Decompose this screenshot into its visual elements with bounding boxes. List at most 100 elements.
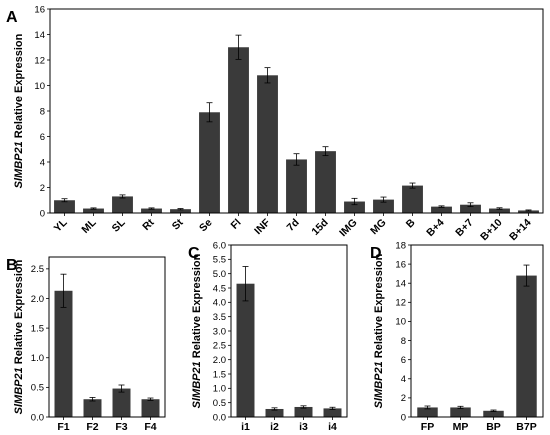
panel-A: A YL ML SL Rt St Se Fl INF 7d 15d IMG MG B B+4 B+7 B+10 B… [6, 4, 544, 244]
x-tick-label: IMG [337, 217, 360, 240]
y-tick-label: 8 [40, 106, 45, 117]
bar-Rt [141, 208, 162, 213]
y-tick-label: 4.5 [213, 283, 226, 294]
y-tick-label: 1.0 [213, 384, 226, 395]
x-tick-label: SL [110, 216, 128, 234]
y-axis-label-gene: SlMBP21 [191, 361, 203, 408]
y-tick-label: 6 [40, 132, 45, 143]
y-tick-label: 4.0 [213, 298, 226, 309]
x-tick-label: ML [79, 216, 99, 236]
y-tick-label: 10 [395, 317, 406, 328]
y-axis-label: SlMBP21 Relative Expression [13, 33, 25, 188]
error-bar-St [177, 208, 184, 211]
panel-C: Ci1 i2 i3 i4 0.0 0.5 1.0 1.5 2.0 2.5 3.0 3.5 4.0 4.5 5… [188, 240, 348, 433]
bar-ML [83, 208, 104, 213]
x-tick-label: B+10 [478, 217, 505, 244]
x-tick-label: INF [252, 216, 273, 237]
y-tick-label: 2.0 [31, 294, 44, 305]
y-tick-label: 5.5 [213, 255, 226, 266]
error-bar-BP [490, 409, 497, 412]
y-tick-label: 1.0 [31, 353, 44, 364]
panel-letter: A [6, 9, 18, 26]
x-tick-label: i2 [270, 421, 279, 433]
bar-F1 [54, 290, 73, 417]
error-bar-B+4 [438, 205, 445, 208]
bar-YL [54, 200, 75, 213]
error-bar-Se [206, 102, 213, 123]
y-tick-label: 0.5 [31, 383, 44, 394]
x-tick-label: i3 [299, 421, 308, 433]
x-tick-label: F2 [86, 421, 98, 433]
bar-7d [286, 159, 307, 213]
y-tick-label: 1.5 [31, 323, 44, 334]
error-bar-Fl [235, 34, 242, 60]
bar-i4 [323, 408, 342, 417]
x-tick-label: B [404, 216, 418, 230]
error-bar-F1 [60, 273, 67, 308]
y-tick-label: 2 [401, 393, 406, 404]
y-tick-label: 1.5 [213, 369, 226, 380]
y-axis-label: SlMBP21 Relative Expression [13, 259, 25, 414]
bar-Fl [228, 47, 249, 213]
error-bar-i3 [300, 405, 307, 409]
bar-MG [373, 199, 394, 213]
error-bar-YL [61, 198, 68, 203]
error-bar-15d [322, 146, 329, 157]
error-bar-MG [380, 196, 387, 203]
y-axis-label-rest: Relative Expression [373, 253, 385, 361]
bar-B7P [516, 275, 537, 417]
error-bar-F2 [89, 397, 96, 402]
error-bar-MP [457, 405, 464, 409]
y-tick-label: 18 [395, 240, 406, 251]
x-tick-label: BP [486, 421, 501, 433]
y-tick-label: 6 [401, 355, 406, 366]
y-axis-label-gene: SlMBP21 [13, 141, 25, 188]
bar-St [170, 209, 191, 213]
plot-frame [230, 244, 348, 418]
x-tick-label: B+7 [453, 217, 475, 239]
x-tick-label: Se [197, 217, 215, 235]
x-tick-label: 15d [309, 217, 330, 238]
x-tick-label: B7P [516, 421, 536, 433]
x-tick-label: MP [453, 421, 469, 433]
y-axis-label-rest: Relative Expression [13, 259, 25, 367]
error-bar-SL [119, 194, 126, 199]
y-tick-label: 12 [34, 55, 45, 66]
error-bar-ML [90, 207, 97, 210]
error-bar-FP [424, 405, 431, 410]
y-tick-label: 12 [395, 298, 406, 309]
error-bar-i1 [242, 266, 249, 302]
bar-MP [450, 407, 471, 417]
x-tick-label: St [170, 216, 186, 232]
x-tick-label: B+14 [507, 217, 534, 244]
y-tick-label: 14 [34, 30, 45, 41]
y-axis-label: SlMBP21 Relative Expression [373, 253, 385, 408]
bar-15d [315, 151, 336, 213]
x-tick-label: Rt [140, 216, 157, 233]
y-tick-label: 4 [40, 157, 45, 168]
error-bar-Rt [148, 207, 155, 210]
x-tick-label: F4 [144, 421, 156, 433]
error-bar-i4 [329, 406, 336, 410]
panel-letter: B [6, 257, 18, 274]
y-tick-label: 14 [395, 279, 406, 290]
y-tick-label: 5.0 [213, 269, 226, 280]
y-axis-label-gene: SlMBP21 [373, 361, 385, 408]
error-bar-F4 [147, 397, 154, 401]
bar-IMG [344, 201, 365, 213]
error-bar-IMG [351, 197, 358, 206]
bar-BP [483, 410, 504, 417]
bar-SL [112, 196, 133, 213]
plot-frame [48, 256, 166, 418]
y-tick-label: 2.5 [31, 264, 44, 275]
x-tick-label: i1 [241, 421, 250, 433]
error-bar-F3 [118, 384, 125, 393]
y-tick-label: 16 [34, 4, 45, 15]
y-tick-label: 6.0 [213, 240, 226, 251]
panel-B: B F1 F2 F3 F4 0.0 0.5 1.0 1.5 2.0 2.5 SlMBP21 Relat… [6, 256, 166, 433]
error-bar-B+14 [525, 209, 532, 212]
y-axis-label-rest: Relative Expression [13, 33, 25, 141]
panel-D: D FP MP BP B7P 0 2 4 6 8 10 12 14 16 18 SlMBP21 Relativ… [370, 240, 544, 433]
bar-F3 [112, 388, 131, 417]
y-tick-label: 8 [401, 336, 406, 347]
